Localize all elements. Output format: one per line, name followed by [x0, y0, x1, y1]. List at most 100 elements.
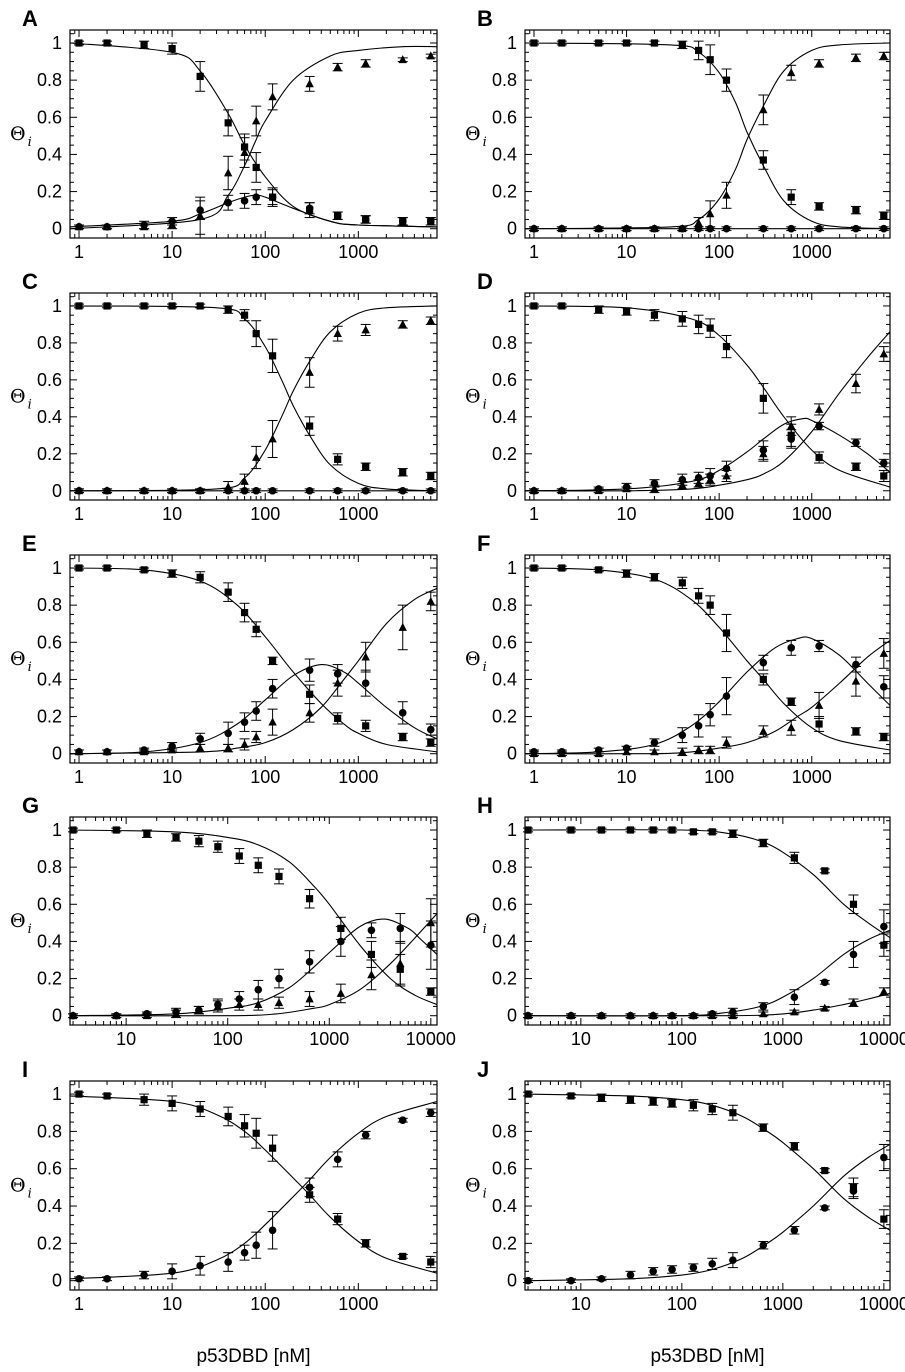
data-point-triangle: [694, 745, 703, 754]
data-point-triangle: [787, 723, 796, 732]
data-point-square: [706, 324, 714, 332]
data-point-square: [168, 302, 176, 310]
panel-letter: G: [22, 793, 39, 818]
y-tick-label: 1: [507, 1084, 517, 1104]
x-tick-label: 1000: [792, 767, 832, 787]
data-point-triangle: [650, 747, 659, 756]
data-point-square: [689, 1101, 697, 1109]
x-tick-label: 100: [250, 767, 280, 787]
x-tick-label: 1000: [792, 242, 832, 262]
y-tick-label: 0.4: [37, 1196, 62, 1216]
data-point-square: [649, 1097, 657, 1106]
data-point-square: [880, 941, 888, 949]
data-point-triangle: [139, 486, 149, 495]
panel-g: 10 100 1000 10000 0 0.2 0.4 0.6 0.8 1G Θ i: [10, 793, 456, 1049]
data-point-square: [706, 56, 714, 64]
data-point-circle: [820, 1204, 829, 1212]
data-point-square: [695, 46, 703, 55]
x-tick-label: 10: [162, 767, 182, 787]
data-point-square: [722, 342, 731, 351]
data-point-square: [196, 573, 204, 581]
y-tick-label: 0.4: [492, 1196, 517, 1216]
data-point-triangle: [240, 739, 249, 748]
fit-curve: [524, 636, 891, 755]
y-tick-label: 1: [52, 1084, 62, 1104]
data-point-square: [650, 573, 659, 581]
data-point-square: [821, 1166, 829, 1175]
data-point-square: [626, 1096, 635, 1104]
data-point-circle: [196, 1261, 204, 1270]
data-point-square: [708, 1105, 716, 1113]
data-point-triangle: [648, 1011, 658, 1020]
data-point-circle: [361, 1131, 370, 1139]
data-point-circle: [240, 197, 249, 205]
y-tick-label: 0.8: [37, 1121, 62, 1141]
data-point-square: [240, 608, 249, 617]
data-point-square: [252, 625, 260, 633]
data-point-triangle: [678, 747, 687, 756]
data-point-square: [367, 950, 376, 959]
plot-frame: [69, 29, 438, 239]
data-point-circle: [650, 738, 659, 747]
data-point-triangle: [223, 743, 233, 752]
fit-curve: [69, 918, 438, 1017]
data-point-triangle: [251, 116, 261, 125]
data-point-triangle: [814, 58, 824, 67]
x-tick-label: 10: [162, 1294, 182, 1314]
x-tick-label: 100: [667, 1029, 697, 1049]
y-tick-label: 0.6: [492, 1159, 517, 1179]
data-point-triangle: [879, 349, 889, 358]
data-point-circle: [140, 1271, 148, 1279]
x-axis-label: p53DBD [nM]: [196, 1346, 310, 1367]
data-point-triangle: [667, 1011, 677, 1020]
data-point-square: [196, 72, 204, 81]
data-point-triangle: [195, 486, 205, 495]
data-point-circle: [224, 198, 232, 207]
panel-letter: C: [22, 269, 38, 294]
x-tick-label: 1000: [338, 504, 378, 524]
data-point-triangle: [167, 745, 177, 754]
y-tick-label: 1: [507, 33, 517, 53]
data-point-square: [759, 156, 767, 164]
data-point-square: [240, 311, 249, 319]
y-tick-label: 0.6: [37, 894, 62, 914]
data-point-triangle: [254, 999, 263, 1008]
data-point-triangle: [678, 224, 687, 233]
data-point-square: [427, 987, 435, 996]
y-tick-label: 1: [52, 296, 62, 316]
data-point-triangle: [74, 747, 84, 756]
data-point-circle: [787, 224, 796, 233]
panel-letter: I: [22, 1057, 28, 1082]
panel-h: 10 100 1000 10000 0 0.2 0.4 0.6 0.8 1H Θ i: [465, 793, 905, 1049]
x-tick-label: 1000: [763, 1294, 803, 1314]
data-point-triangle: [678, 480, 687, 489]
y-tick-label: 0: [52, 219, 62, 239]
y-tick-label: 0.2: [37, 444, 62, 464]
data-point-circle: [268, 486, 277, 495]
data-point-triangle: [722, 190, 731, 199]
data-point-circle: [759, 658, 768, 667]
data-point-triangle: [398, 319, 407, 328]
data-point-square: [597, 826, 606, 834]
data-point-triangle: [223, 168, 233, 177]
data-point-triangle: [305, 994, 314, 1003]
data-point-square: [252, 1129, 260, 1137]
data-point-square: [678, 315, 686, 323]
data-point-square: [196, 302, 204, 310]
data-point-triangle: [814, 404, 824, 413]
x-tick-label: 10: [116, 1029, 136, 1049]
y-tick-label: 0.2: [37, 707, 62, 727]
data-point-circle: [305, 1183, 314, 1192]
data-point-circle: [787, 644, 796, 652]
data-point-square: [530, 302, 538, 310]
x-tick-label: 1: [74, 242, 84, 262]
x-tick-label: 100: [250, 242, 280, 262]
data-point-square: [668, 1099, 676, 1107]
